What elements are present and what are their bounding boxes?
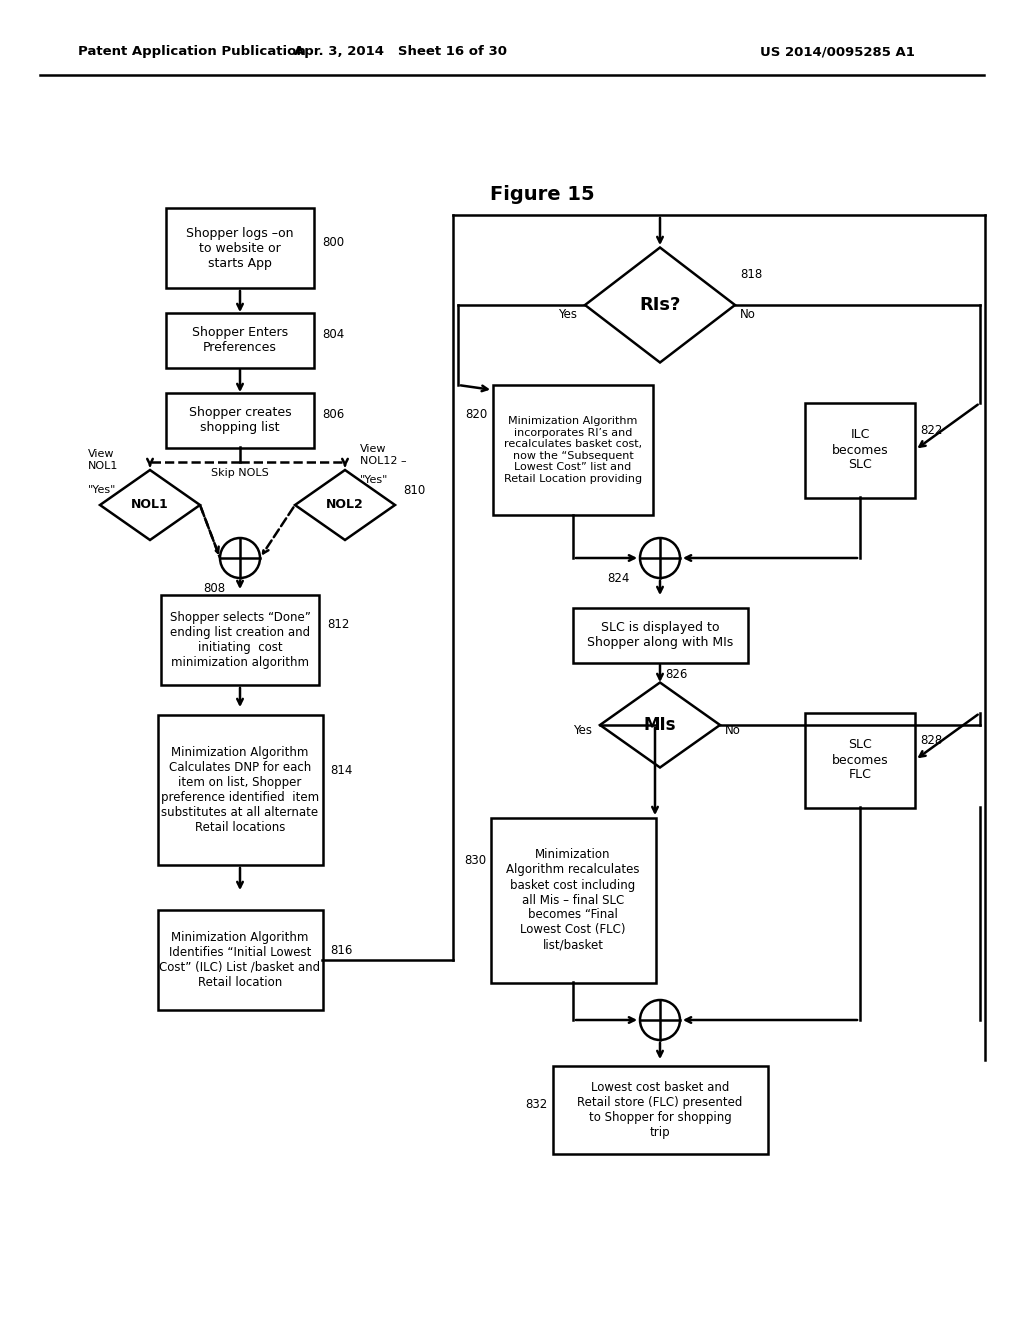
Text: 814: 814 xyxy=(330,763,352,776)
Text: Minimization Algorithm
Identifies “Initial Lowest
Cost” (ILC) List /basket and
R: Minimization Algorithm Identifies “Initi… xyxy=(160,931,321,989)
FancyBboxPatch shape xyxy=(805,403,915,498)
Text: NOL1: NOL1 xyxy=(131,499,169,511)
FancyBboxPatch shape xyxy=(805,713,915,808)
Circle shape xyxy=(640,539,680,578)
Polygon shape xyxy=(600,682,720,767)
Text: 820: 820 xyxy=(466,408,488,421)
Text: Shopper Enters
Preferences: Shopper Enters Preferences xyxy=(191,326,288,354)
Text: 828: 828 xyxy=(920,734,942,747)
Text: SLC
becomes
FLC: SLC becomes FLC xyxy=(831,738,888,781)
FancyBboxPatch shape xyxy=(166,392,314,447)
Text: 804: 804 xyxy=(322,329,344,342)
Text: 812: 812 xyxy=(327,619,349,631)
Text: Figure 15: Figure 15 xyxy=(490,186,595,205)
Text: 822: 822 xyxy=(920,424,942,437)
Text: Shopper logs –on
to website or
starts App: Shopper logs –on to website or starts Ap… xyxy=(186,227,294,269)
FancyBboxPatch shape xyxy=(166,209,314,288)
Text: "Yes": "Yes" xyxy=(88,484,117,495)
Text: 808: 808 xyxy=(203,582,225,594)
Text: 826: 826 xyxy=(665,668,687,681)
FancyBboxPatch shape xyxy=(158,715,323,865)
Polygon shape xyxy=(295,470,395,540)
Text: ILC
becomes
SLC: ILC becomes SLC xyxy=(831,429,888,471)
FancyBboxPatch shape xyxy=(493,385,653,515)
Text: No: No xyxy=(740,309,756,322)
Text: Shopper selects “Done”
ending list creation and
initiating  cost
minimization al: Shopper selects “Done” ending list creat… xyxy=(170,611,310,669)
Text: Apr. 3, 2014   Sheet 16 of 30: Apr. 3, 2014 Sheet 16 of 30 xyxy=(294,45,507,58)
Polygon shape xyxy=(585,248,735,363)
Polygon shape xyxy=(100,470,200,540)
Text: 816: 816 xyxy=(330,944,352,957)
Text: 832: 832 xyxy=(525,1098,548,1111)
Circle shape xyxy=(640,1001,680,1040)
Text: Yes: Yes xyxy=(573,723,592,737)
Text: Skip NOLS: Skip NOLS xyxy=(211,469,269,478)
Text: No: No xyxy=(725,723,741,737)
Text: Patent Application Publication: Patent Application Publication xyxy=(78,45,306,58)
Text: Minimization Algorithm
incorporates RI’s and
recalculates basket cost,
now the “: Minimization Algorithm incorporates RI’s… xyxy=(504,416,642,484)
Text: 800: 800 xyxy=(322,236,344,249)
FancyBboxPatch shape xyxy=(158,909,323,1010)
Text: Yes: Yes xyxy=(558,309,577,322)
Text: RIs?: RIs? xyxy=(639,296,681,314)
Text: 806: 806 xyxy=(322,408,344,421)
Circle shape xyxy=(220,539,260,578)
Text: SLC is displayed to
Shopper along with MIs: SLC is displayed to Shopper along with M… xyxy=(587,620,733,649)
Text: View
NOL12 –: View NOL12 – xyxy=(360,445,407,466)
Text: Lowest cost basket and
Retail store (FLC) presented
to Shopper for shopping
trip: Lowest cost basket and Retail store (FLC… xyxy=(578,1081,742,1139)
FancyBboxPatch shape xyxy=(572,607,748,663)
Text: 818: 818 xyxy=(740,268,762,281)
Text: MIs: MIs xyxy=(644,715,676,734)
Text: 824: 824 xyxy=(607,572,630,585)
Text: 810: 810 xyxy=(403,483,425,496)
Text: US 2014/0095285 A1: US 2014/0095285 A1 xyxy=(760,45,914,58)
FancyBboxPatch shape xyxy=(553,1067,768,1154)
Text: Minimization
Algorithm recalculates
basket cost including
all Mis – final SLC
be: Minimization Algorithm recalculates bask… xyxy=(506,849,640,952)
Text: "Yes": "Yes" xyxy=(360,475,388,484)
Text: NOL2: NOL2 xyxy=(326,499,364,511)
FancyBboxPatch shape xyxy=(161,595,319,685)
Text: 830: 830 xyxy=(464,854,486,866)
Text: Minimization Algorithm
Calculates DNP for each
item on list, Shopper
preference : Minimization Algorithm Calculates DNP fo… xyxy=(161,746,319,834)
FancyBboxPatch shape xyxy=(166,313,314,367)
Text: Shopper creates
shopping list: Shopper creates shopping list xyxy=(188,407,291,434)
FancyBboxPatch shape xyxy=(490,817,655,982)
Text: View
NOL1: View NOL1 xyxy=(88,449,119,471)
